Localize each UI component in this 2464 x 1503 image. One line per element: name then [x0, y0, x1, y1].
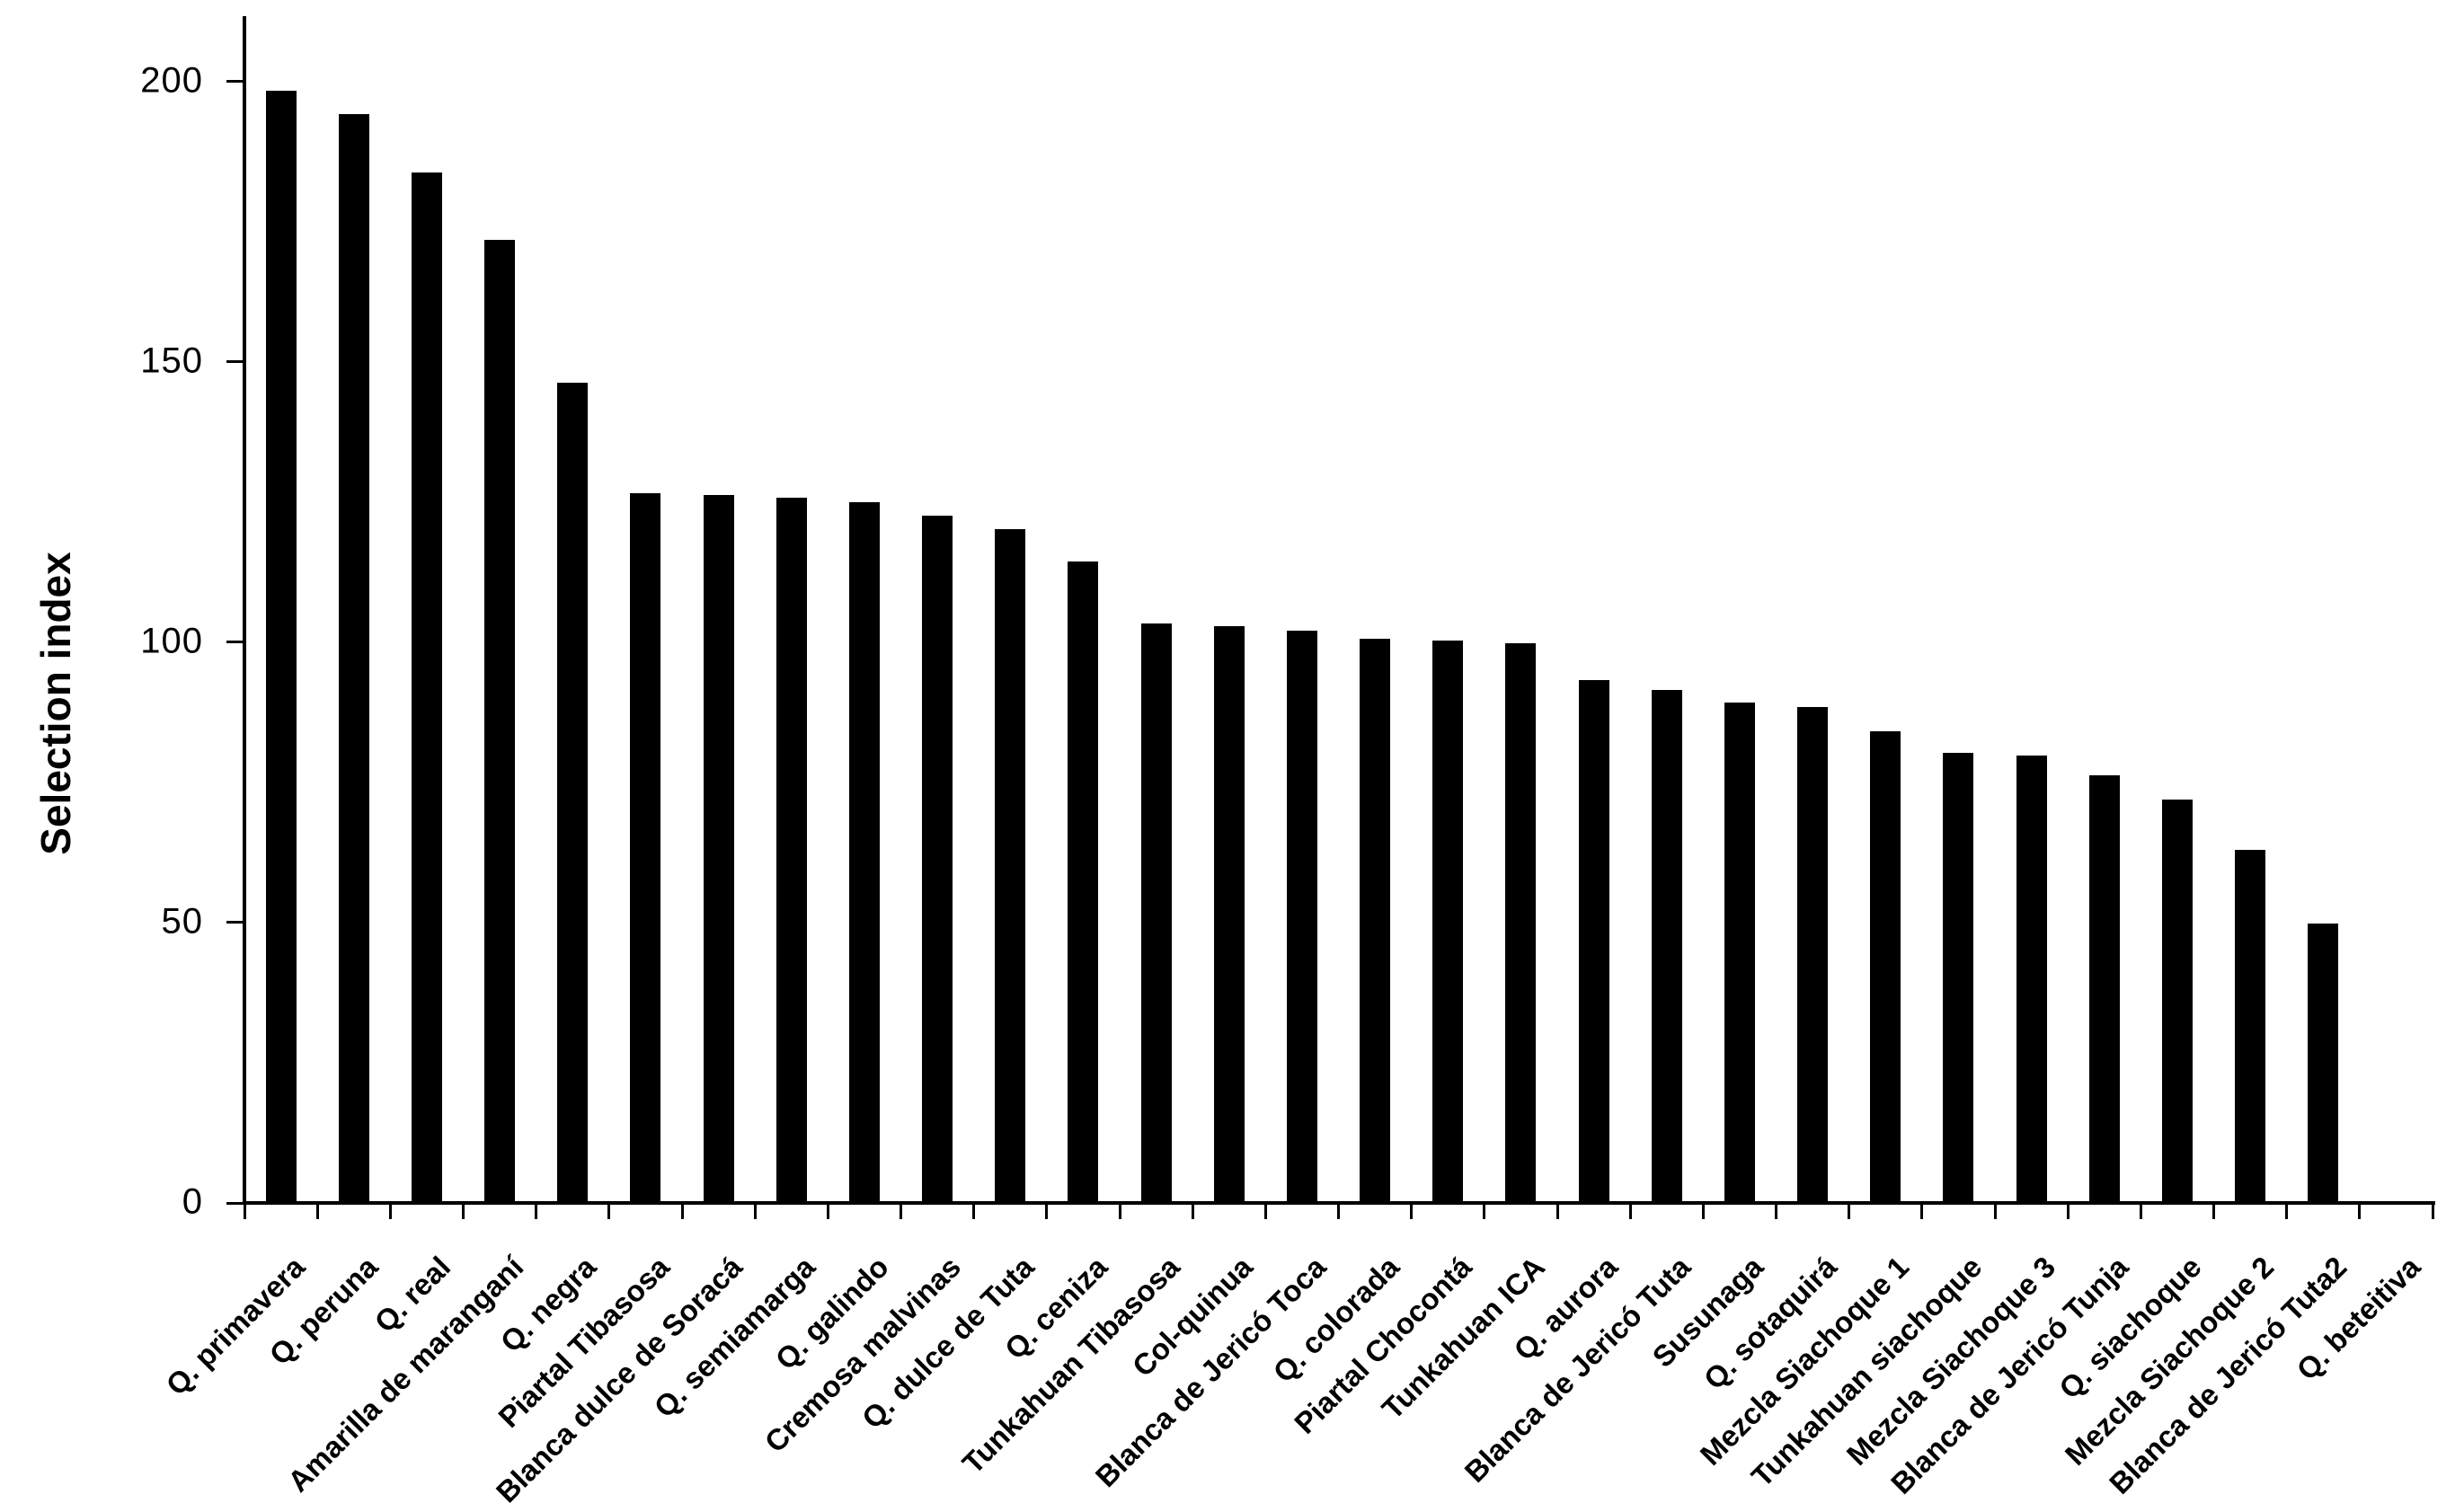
bar	[265, 91, 297, 1203]
y-axis-line	[243, 16, 246, 1205]
x-tick	[1191, 1203, 1194, 1219]
x-tick	[2139, 1203, 2142, 1219]
bar	[1140, 623, 1172, 1203]
y-axis-title: Selection index	[32, 552, 79, 855]
x-tick	[2212, 1203, 2215, 1219]
x-tick	[1920, 1203, 1924, 1219]
x-tick	[1628, 1203, 1632, 1219]
x-tick	[2358, 1203, 2362, 1219]
x-tick	[1045, 1203, 1049, 1219]
x-tick	[607, 1203, 611, 1219]
y-tick	[226, 641, 244, 644]
bar	[1724, 702, 1755, 1203]
x-tick	[243, 1203, 246, 1219]
y-tick	[226, 921, 244, 924]
bar	[2308, 924, 2339, 1203]
bar	[995, 529, 1026, 1203]
x-tick	[826, 1203, 829, 1219]
x-tick	[680, 1203, 684, 1219]
y-tick-label: 50	[161, 901, 203, 942]
x-tick	[535, 1203, 538, 1219]
y-tick-label: 100	[140, 621, 203, 661]
y-tick	[226, 360, 244, 364]
y-tick-label: 0	[182, 1181, 203, 1222]
bar	[1360, 639, 1391, 1203]
bar	[1578, 680, 1609, 1203]
bar	[1213, 625, 1245, 1203]
x-tick	[315, 1203, 319, 1219]
x-tick	[1775, 1203, 1777, 1219]
x-tick	[972, 1203, 976, 1219]
x-tick	[2431, 1203, 2434, 1219]
bar	[848, 502, 880, 1203]
bar	[484, 239, 516, 1203]
x-tick	[1263, 1203, 1267, 1219]
bar	[1943, 753, 1974, 1203]
y-tick-label: 150	[140, 340, 203, 381]
bar	[630, 492, 661, 1203]
bar	[1505, 642, 1537, 1203]
bar	[1797, 706, 1829, 1203]
x-tick	[388, 1203, 392, 1219]
bar	[1286, 630, 1317, 1203]
bar	[1651, 689, 1682, 1203]
bar	[2016, 756, 2047, 1203]
bar	[2235, 850, 2266, 1203]
y-tick	[226, 1201, 244, 1205]
bar	[1432, 640, 1464, 1203]
bar	[2088, 774, 2120, 1203]
x-tick	[753, 1203, 757, 1219]
bar	[1068, 561, 1099, 1203]
x-tick	[2066, 1203, 2070, 1219]
x-tick	[1993, 1203, 1997, 1219]
bar	[411, 172, 442, 1203]
x-tick	[2285, 1203, 2289, 1219]
bar	[776, 497, 807, 1203]
bar	[1870, 731, 1901, 1203]
x-tick	[1848, 1203, 1851, 1219]
bar	[338, 114, 369, 1203]
x-tick	[1337, 1203, 1340, 1219]
bar	[557, 383, 589, 1203]
x-tick	[462, 1203, 465, 1219]
x-tick	[1410, 1203, 1414, 1219]
x-tick	[1556, 1203, 1559, 1219]
y-tick	[226, 80, 244, 83]
bar	[922, 515, 953, 1203]
y-tick-label: 200	[140, 60, 203, 101]
x-tick	[1118, 1203, 1121, 1219]
bar	[703, 495, 734, 1203]
x-tick	[1701, 1203, 1705, 1219]
x-tick	[900, 1203, 902, 1219]
x-tick	[1483, 1203, 1486, 1219]
bar	[2161, 799, 2193, 1203]
